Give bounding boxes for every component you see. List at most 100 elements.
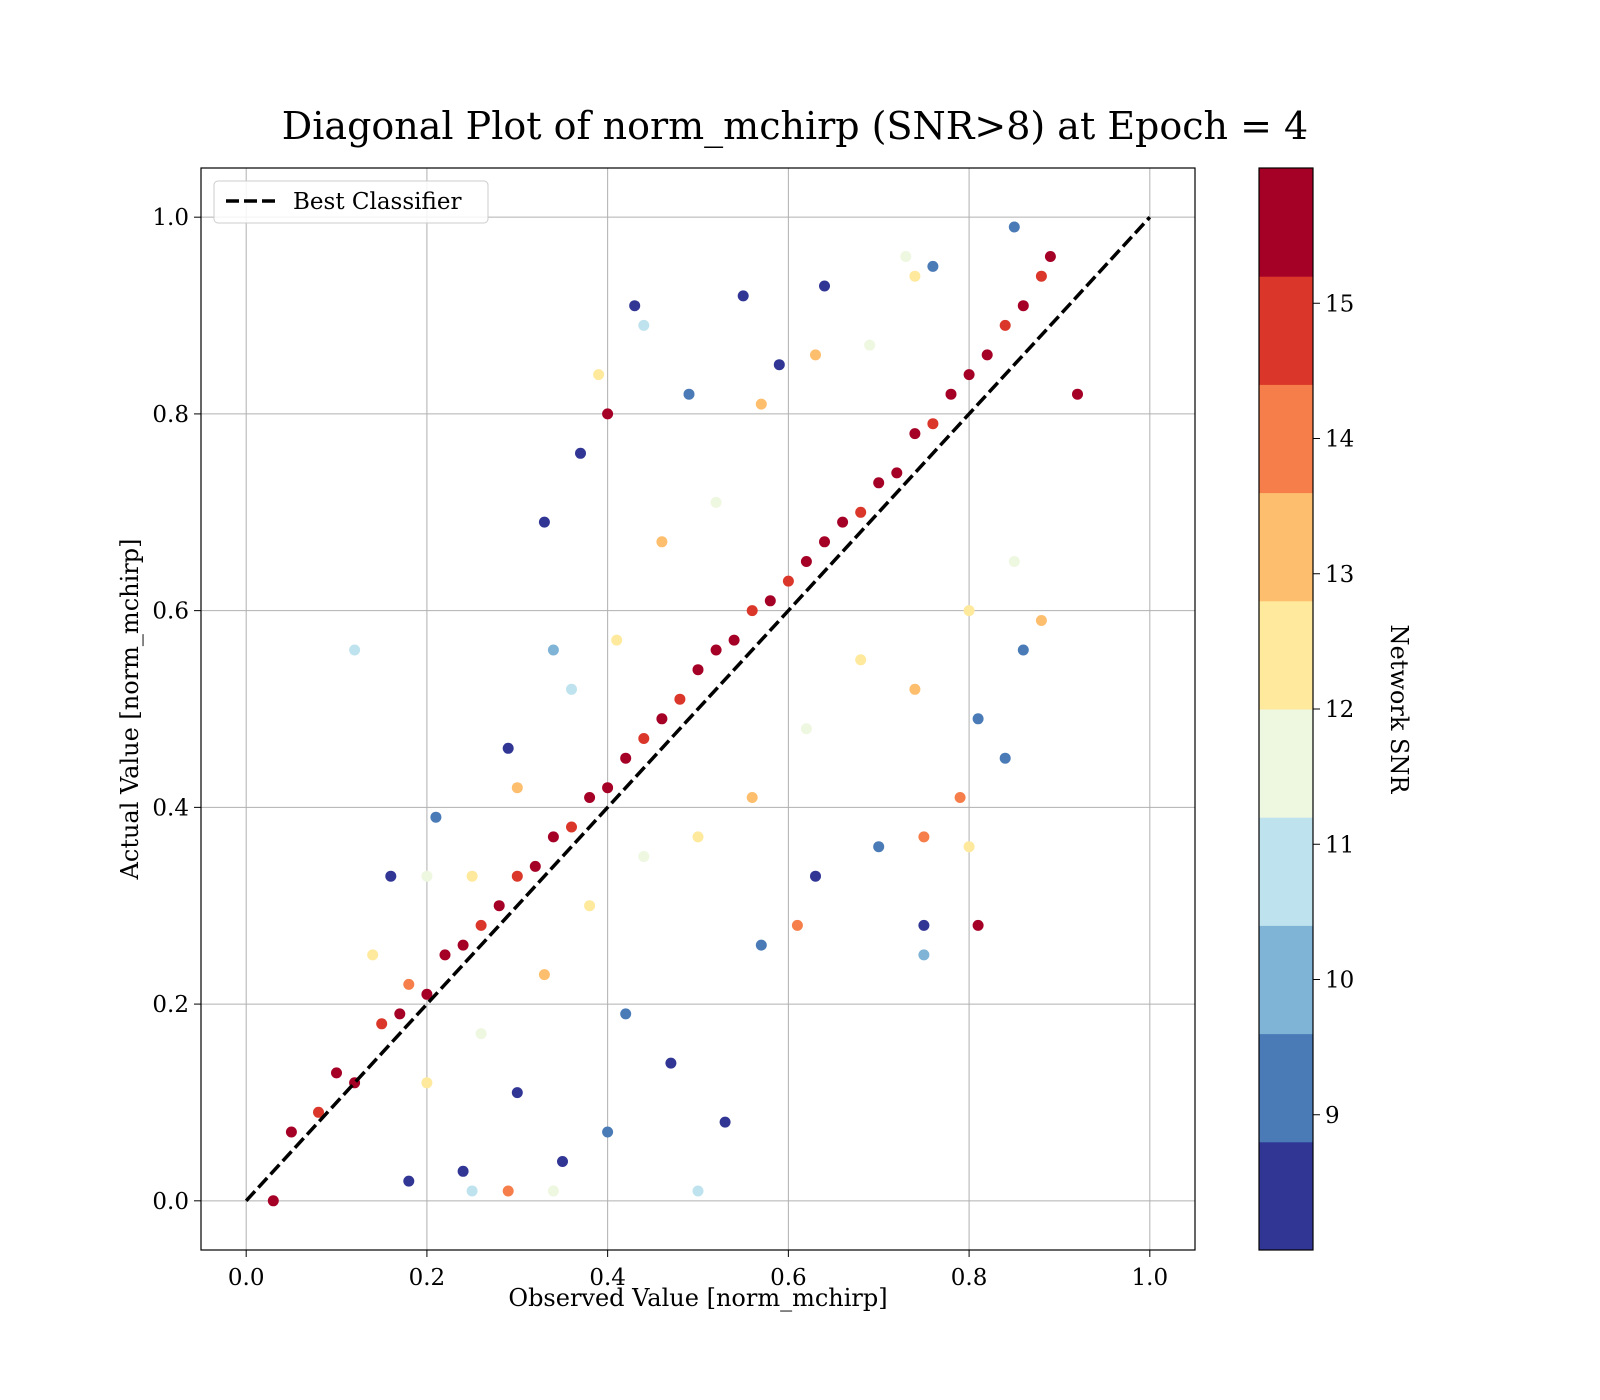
colorbar: 9 10 11 12 13 14 15 Network SNR (1258, 167, 1413, 1251)
scatter-point (638, 319, 650, 331)
scatter-point (285, 1126, 297, 1138)
scatter-point (728, 634, 740, 646)
x-axis-ticks: 0.0 0.2 0.4 0.6 0.8 1.0 (228, 1250, 1168, 1291)
x-tick-label: 0.8 (951, 1265, 988, 1291)
scatter-point (918, 831, 930, 843)
scatter-point (674, 693, 686, 705)
scatter-point (267, 1195, 279, 1207)
scatter-point (837, 516, 849, 528)
scatter-point (900, 251, 912, 262)
scatter-point (692, 831, 704, 843)
scatter-point (584, 900, 596, 912)
scatter-point (620, 752, 632, 764)
scatter-point (349, 644, 361, 656)
scatter-point (457, 939, 469, 951)
plot-frame (200, 167, 1196, 1251)
colorbar-ticks: 9 10 11 12 13 14 15 (1313, 291, 1354, 1129)
scatter-point (737, 290, 749, 302)
colorbar-tick-label: 15 (1325, 291, 1354, 317)
scatter-point (638, 733, 650, 744)
scatter-point (593, 369, 605, 381)
scatter-point (502, 1185, 514, 1197)
scatter-point (891, 467, 903, 479)
scatter-point (620, 1008, 632, 1020)
scatter-point (421, 988, 433, 1000)
scatter-point (656, 713, 668, 725)
scatter-point (927, 418, 939, 430)
scatter-point (1044, 251, 1056, 262)
colorbar-tick-label: 9 (1325, 1103, 1340, 1129)
scatter-point (475, 1028, 487, 1040)
scatter-point (602, 1126, 614, 1138)
scatter-point (493, 900, 505, 912)
scatter-point (873, 477, 885, 489)
scatter-point (575, 447, 586, 459)
x-tick-label: 0.2 (409, 1265, 446, 1291)
scatter-point (511, 782, 523, 794)
scatter-point (421, 870, 433, 882)
scatter-point (1035, 615, 1047, 626)
scatter-point (683, 388, 695, 400)
scatter-point (566, 821, 577, 833)
scatter-point (782, 575, 794, 587)
scatter-point (746, 605, 758, 617)
scatter-point (385, 870, 397, 882)
scatter-point (502, 742, 514, 754)
x-tick-label: 0.0 (228, 1265, 265, 1291)
scatter-point (918, 949, 930, 961)
scatter-point (421, 1077, 433, 1089)
scatter-point (1035, 270, 1047, 282)
colorbar-label: Network SNR (1385, 625, 1413, 795)
scatter-point (909, 428, 921, 440)
scatter-point (611, 634, 623, 646)
y-axis-ticks: 0.0 0.2 0.4 0.6 0.8 1.0 (152, 205, 201, 1215)
scatter-point (773, 359, 785, 371)
scatter-point (439, 949, 451, 961)
scatter-point (538, 516, 550, 528)
colorbar-bands (1259, 168, 1313, 1251)
colorbar-band (1259, 276, 1313, 385)
scatter-point (864, 339, 876, 351)
scatter-point (810, 870, 821, 882)
colorbar-tick-label: 10 (1325, 968, 1354, 994)
legend-label: Best Classifier (293, 189, 461, 215)
scatter-point (800, 556, 812, 567)
scatter-point (367, 949, 379, 961)
legend: Best Classifier (213, 180, 489, 224)
scatter-point (791, 919, 803, 931)
scatter-point (1017, 300, 1029, 312)
scatter-point (764, 595, 776, 607)
scatter-point (403, 1175, 415, 1187)
scatter-point (313, 1106, 324, 1118)
plot-area: 0.0 0.2 0.4 0.6 0.8 1.0 0.0 0.2 0.4 0.6 0.8 1.0 (152, 167, 1196, 1291)
scatter-point (638, 851, 650, 862)
scatter-point (918, 919, 930, 931)
y-tick-label: 0.0 (152, 1189, 189, 1215)
scatter-point (719, 1116, 731, 1128)
scatter-point (710, 496, 722, 508)
colorbar-band (1259, 817, 1313, 926)
colorbar-band (1259, 600, 1313, 710)
scatter-point (692, 1185, 704, 1197)
scatter-point (909, 270, 921, 282)
scatter-point (466, 870, 478, 882)
scatter-point (656, 536, 668, 548)
scatter-point (963, 369, 975, 381)
scatter-point (819, 536, 830, 548)
colorbar-tick-label: 14 (1325, 427, 1354, 453)
scatter-point (511, 870, 523, 882)
y-tick-label: 1.0 (152, 205, 189, 231)
scatter-point (909, 683, 921, 695)
scatter-point (819, 280, 830, 292)
scatter-point (1072, 388, 1083, 400)
scatter-point (511, 1087, 523, 1099)
scatter-point (755, 939, 767, 951)
y-tick-label: 0.4 (152, 795, 189, 821)
x-axis-label: Observed Value [norm_mchirp] (508, 1284, 887, 1312)
colorbar-band (1259, 925, 1313, 1035)
scatter-point (873, 841, 885, 853)
scatter-point (629, 300, 641, 312)
scatter-point (538, 969, 550, 981)
colorbar-band (1259, 384, 1313, 494)
